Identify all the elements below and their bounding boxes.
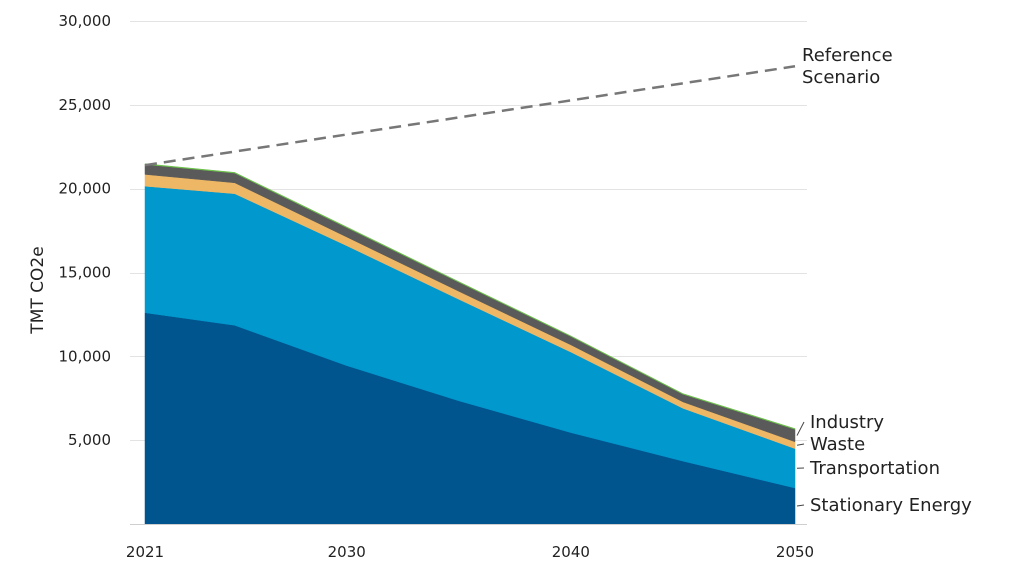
reference-scenario-line <box>144 65 796 167</box>
waste-leader <box>796 443 805 446</box>
series-labels: Stationary Energy Transportation WasteIndu… <box>796 412 972 516</box>
y-tick-label: 20,000 <box>59 180 112 198</box>
x-tick-label: 2050 <box>776 543 814 561</box>
top-edge-area <box>144 163 796 430</box>
y-tick-label: 5,000 <box>68 431 111 449</box>
waste-label: Waste <box>810 434 865 455</box>
stacked-areas <box>144 163 796 525</box>
y-tick-label: 15,000 <box>59 264 112 282</box>
industry-leader <box>796 421 805 436</box>
industry-label: Industry <box>810 412 884 433</box>
y-tick-labels: 5,000 10,000 15,000 20,000 25,000 30,000 <box>59 12 112 449</box>
stationary-energy-leader <box>796 504 805 507</box>
y-axis-title: TMT CO2e <box>28 246 48 334</box>
y-tick-label: 25,000 <box>59 96 112 114</box>
y-tick-label: 10,000 <box>59 347 112 365</box>
x-tick-label: 2030 <box>328 543 366 561</box>
transportation-label: Transportation <box>809 458 940 479</box>
x-tick-label: 2040 <box>552 543 590 561</box>
x-tick-labels: 2021 2030 2040 2050 <box>126 543 814 561</box>
x-tick-label: 2021 <box>126 543 164 561</box>
reference-scenario-label: Reference Scenario <box>802 45 893 88</box>
stationary-energy-label: Stationary Energy <box>810 495 972 516</box>
y-tick-label: 30,000 <box>59 12 112 30</box>
reference-scenario: Reference Scenario <box>144 45 893 167</box>
